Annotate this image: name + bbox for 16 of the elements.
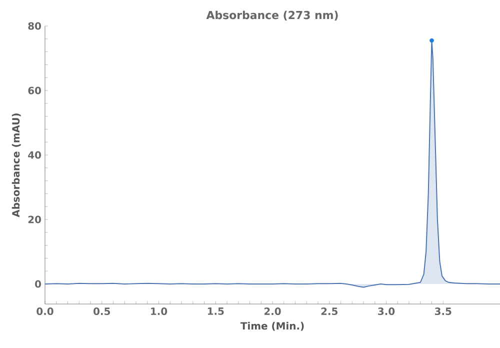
y-tick-label: 80: [28, 22, 42, 30]
x-tick-label: 1.5: [208, 308, 224, 315]
y-tick-label: 20: [28, 216, 42, 224]
x-tick-label: 1.0: [151, 308, 168, 316]
x-tick-label: 3.5: [434, 308, 452, 316]
x-tick-label: 2.5: [321, 308, 338, 316]
y-tick-label: 0: [35, 280, 41, 288]
x-tick-label: 3.0: [378, 308, 395, 316]
chart-title: Absorbance (273 nm): [206, 10, 338, 20]
x-tick-label: 0.5: [94, 308, 110, 316]
x-tick-label: 2.0: [264, 308, 281, 316]
x-tick-label: 0.0: [36, 308, 54, 316]
y-tick-label: 60: [28, 86, 42, 94]
y-tick-label: 40: [28, 151, 42, 159]
y-axis-title: Absorbance (mAU): [12, 114, 21, 218]
x-axis-title: Time (Min.): [240, 322, 304, 331]
